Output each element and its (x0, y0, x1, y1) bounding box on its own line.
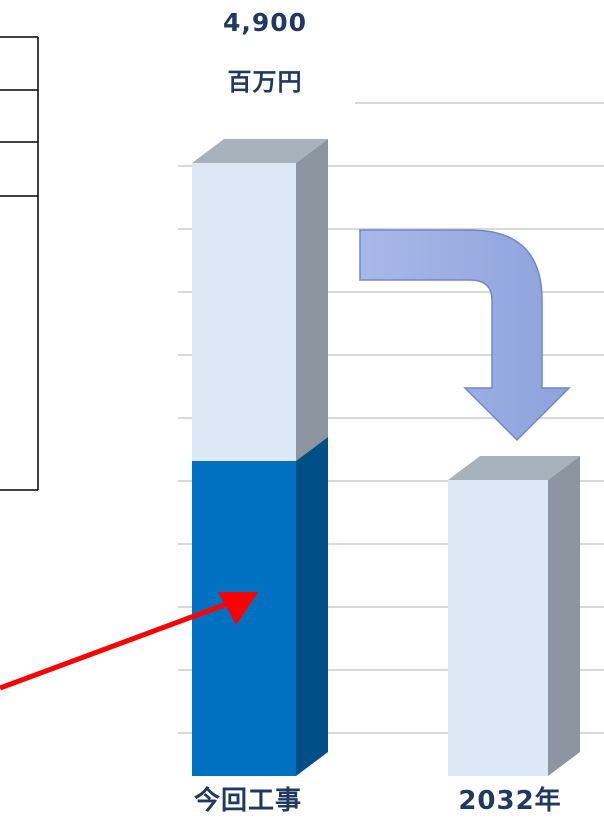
bar-2-segment (448, 480, 548, 776)
curved-down-arrow-icon (359, 229, 571, 442)
red-pointer-arrow-shaft (0, 599, 233, 691)
x-tick-label-current-works: 今回工事 (193, 786, 302, 816)
bar-1-total-unit-label: 百万円 (227, 68, 303, 96)
bar-1-upper-side-face (296, 139, 328, 461)
bar-2-top-face (448, 456, 580, 480)
side-table (0, 36, 39, 491)
x-tick-label-2032: 2032年 (458, 786, 562, 816)
bar-1-lower-segment (192, 461, 296, 776)
bar-current-works (192, 139, 328, 776)
bar-1-upper-top-face (192, 139, 328, 163)
bar-2032 (448, 456, 580, 776)
bar-2-side-face (548, 456, 580, 776)
bar-1-lower-side-face (296, 437, 328, 776)
bar-1-upper-segment (192, 163, 296, 461)
red-pointer-arrow-icon (0, 592, 258, 691)
bar-1-total-value-label: 4,900 (222, 8, 308, 37)
red-pointer-arrow-head (218, 592, 258, 625)
